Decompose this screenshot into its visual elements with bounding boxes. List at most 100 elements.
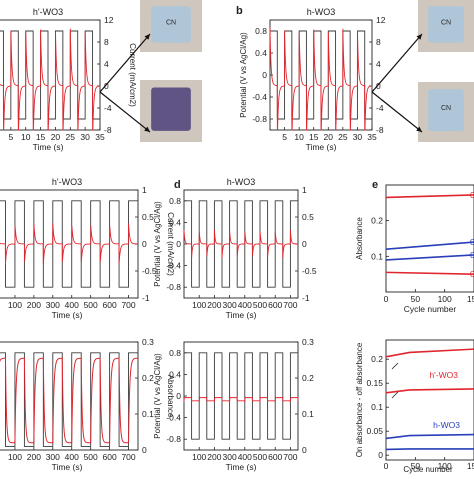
red-series-line xyxy=(386,195,474,197)
y-tick-label: -0.8 xyxy=(166,282,181,292)
x-tick-label: 300 xyxy=(223,300,237,310)
series-annotation: h'-WO3 xyxy=(429,370,458,380)
red-series-line xyxy=(386,349,474,357)
x-axis-label: Cycle number xyxy=(404,304,457,314)
x-tick-label: 500 xyxy=(253,452,267,462)
x-tick-label: 0 xyxy=(384,461,389,471)
x-tick-label: 5 xyxy=(282,132,287,142)
red-series-line xyxy=(386,389,474,393)
x-tick-label: 400 xyxy=(238,300,252,310)
series-end-label: 0 xyxy=(470,190,474,200)
g-frame xyxy=(184,342,298,450)
y2-axis-label: Current (mA/cm2) xyxy=(128,43,137,107)
x-tick-label: 0 xyxy=(384,294,389,304)
x-tick-label: 600 xyxy=(268,452,282,462)
y2-tick-label: 8 xyxy=(104,37,109,47)
y2-tick-label: 0.3 xyxy=(142,337,154,347)
y-tick-label: -0.8 xyxy=(166,434,181,444)
panel-title: h-WO3 xyxy=(307,7,336,17)
y2-tick-label: 0 xyxy=(302,239,307,249)
x-tick-label: 50 xyxy=(411,294,421,304)
photo-label: CN xyxy=(441,19,451,26)
panel-letter-d: d xyxy=(174,179,181,191)
y2-tick-label: 0.3 xyxy=(302,337,314,347)
y2-tick-label: -1 xyxy=(302,293,310,303)
x-tick-label: 400 xyxy=(65,452,79,462)
y2-tick-label: -0.5 xyxy=(302,266,317,276)
x-tick-label: 300 xyxy=(46,300,60,310)
y-axis-label: Potential (V vs AgCl/Ag) xyxy=(153,201,162,287)
y2-tick-label: -1 xyxy=(142,293,150,303)
x-tick-label: 200 xyxy=(207,300,221,310)
panel-title: h'-WO3 xyxy=(33,7,63,17)
y2-tick-label: 12 xyxy=(376,15,386,25)
square-wave-line xyxy=(184,353,298,439)
y-tick-label: -0.4 xyxy=(252,92,267,102)
x-tick-label: 400 xyxy=(65,300,79,310)
y2-tick-label: 0 xyxy=(142,445,147,455)
y2-tick-label: 0.1 xyxy=(302,409,314,419)
e-top-frame xyxy=(386,185,474,292)
y2-tick-label: -4 xyxy=(376,103,384,113)
x-tick-label: 15 xyxy=(309,132,319,142)
y-tick-label: 0 xyxy=(378,450,383,460)
y-axis-label: Potential (V vs AgCl/Ag) xyxy=(239,32,248,118)
y-tick-label: 0.8 xyxy=(255,26,267,36)
red-series-line xyxy=(386,272,474,274)
x-axis-label: Time (s) xyxy=(226,310,257,320)
x-tick-label: 200 xyxy=(27,452,41,462)
film-sample xyxy=(151,87,191,130)
y2-tick-label: 4 xyxy=(376,59,381,69)
y-tick-label: 0 xyxy=(176,391,181,401)
x-tick-label: 20 xyxy=(51,132,61,142)
x-tick-label: 100 xyxy=(8,300,22,310)
blue-series-line xyxy=(386,435,474,439)
x-tick-label: 500 xyxy=(84,300,98,310)
x-tick-label: 700 xyxy=(121,452,135,462)
blue-series-line xyxy=(386,255,474,260)
current-trace-line xyxy=(0,223,138,264)
x-tick-label: 700 xyxy=(121,300,135,310)
x-tick-label: 25 xyxy=(338,132,348,142)
y2-tick-label: 0 xyxy=(142,239,147,249)
x-tick-label: 150 xyxy=(467,294,474,304)
x-axis-label: Time (s) xyxy=(226,462,257,472)
y2-tick-label: 8 xyxy=(376,37,381,47)
x-tick-label: 600 xyxy=(268,300,282,310)
arrow-marker xyxy=(392,363,398,369)
y2-tick-label: 0 xyxy=(302,445,307,455)
y-tick-label: -0.4 xyxy=(166,261,181,271)
x-tick-label: 10 xyxy=(294,132,304,142)
x-axis-label: Time (s) xyxy=(52,462,83,472)
y2-tick-label: 0.2 xyxy=(302,373,314,383)
x-tick-label: 200 xyxy=(207,452,221,462)
y-tick-label: 0.2 xyxy=(371,216,383,226)
y2-tick-label: 4 xyxy=(104,59,109,69)
x-tick-label: 20 xyxy=(324,132,334,142)
y-tick-label: 0.15 xyxy=(366,378,383,388)
series-end-label: 0 xyxy=(470,269,474,279)
panel-title: h-WO3 xyxy=(227,177,256,187)
x-tick-label: 500 xyxy=(84,452,98,462)
y-tick-label: 0 xyxy=(262,70,267,80)
y-tick-label: -0.4 xyxy=(166,413,181,423)
x-tick-label: 600 xyxy=(103,300,117,310)
series-end-label: 0 xyxy=(470,237,474,247)
panel-letter-b: b xyxy=(236,5,243,17)
x-tick-label: 5 xyxy=(8,132,13,142)
x-axis-label: Time (s) xyxy=(52,310,83,320)
y-tick-label: 0.1 xyxy=(371,402,383,412)
absorbance-trace-line xyxy=(0,358,138,443)
x-tick-label: 25 xyxy=(66,132,76,142)
y2-tick-label: 1 xyxy=(302,185,307,195)
x-tick-label: 300 xyxy=(46,452,60,462)
y-tick-label: 0.1 xyxy=(371,251,383,261)
x-axis-label: Time (s) xyxy=(306,142,337,152)
x-tick-label: 30 xyxy=(353,132,363,142)
photo-label: CN xyxy=(441,105,451,112)
x-tick-label: 10 xyxy=(21,132,31,142)
y2-tick-label: -8 xyxy=(104,125,112,135)
x-tick-label: 100 xyxy=(192,300,206,310)
